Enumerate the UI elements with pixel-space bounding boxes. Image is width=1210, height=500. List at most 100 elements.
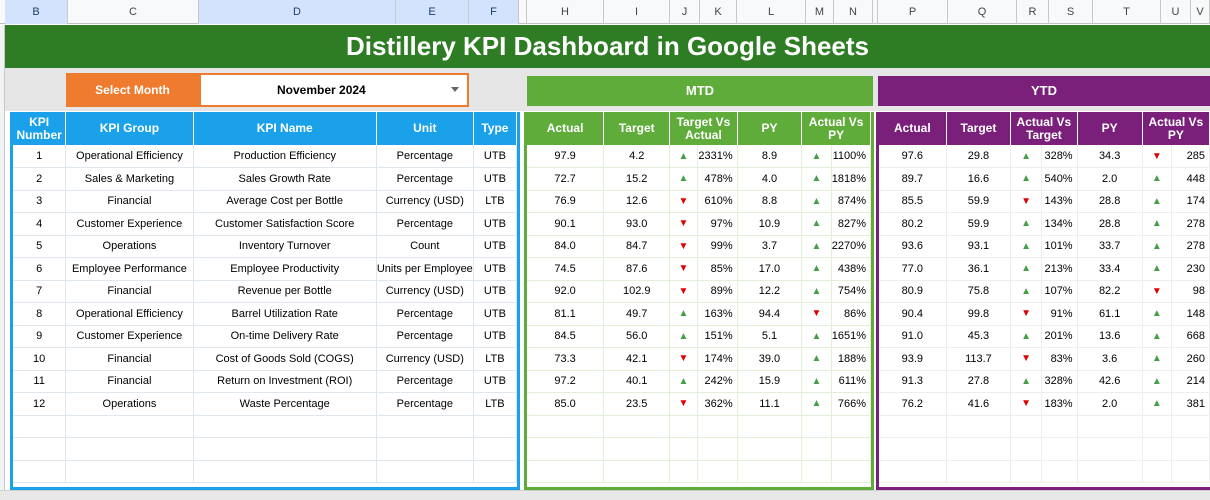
table-row[interactable]: 4 Customer Experience Customer Satisfactio… (13, 212, 517, 236)
ytd-actual-vs-target-cell[interactable]: 328% (1041, 370, 1078, 393)
unit-cell[interactable]: Percentage (376, 325, 474, 348)
kpi-number-cell[interactable]: 10 (13, 347, 67, 371)
ytd-target-cell[interactable]: 36.1 (946, 257, 1012, 281)
table-row[interactable]: 12 Operations Waste Percentage Percentage LT… (13, 392, 517, 416)
empty-cell[interactable] (65, 437, 194, 461)
header-mtd-target-vs-actual[interactable]: Target Vs Actual (669, 112, 738, 145)
ytd-py-cell[interactable]: 61.1 (1077, 302, 1143, 326)
mtd-actual-vs-py-cell[interactable]: 2270% (831, 235, 871, 258)
kpi-number-cell[interactable]: 11 (13, 370, 67, 393)
ytd-actual-cell[interactable]: 91.3 (879, 370, 947, 393)
mtd-target-vs-actual-cell[interactable]: 362% (697, 392, 738, 416)
mtd-py-cell[interactable]: 94.4 (737, 302, 803, 326)
type-cell[interactable]: UTB (473, 145, 517, 168)
column-header-hidden[interactable] (873, 0, 878, 24)
empty-cell[interactable] (376, 415, 474, 438)
mtd-py-cell[interactable]: 4.0 (737, 167, 803, 191)
ytd-actual-vs-py-cell[interactable]: 214 (1171, 370, 1210, 393)
mtd-py-cell[interactable]: 11.1 (737, 392, 803, 416)
header-kpi-group[interactable]: KPI Group (65, 112, 194, 145)
kpi-group-cell[interactable]: Financial (65, 347, 194, 371)
unit-cell[interactable]: Units per Employee (376, 257, 474, 281)
mtd-actual-vs-py-cell[interactable]: 188% (831, 347, 871, 371)
table-row[interactable]: 85.0 23.5 ▼ 362% 11.1 ▲ 766% (527, 392, 871, 416)
mtd-target-cell[interactable]: 23.5 (603, 392, 671, 416)
ytd-actual-cell[interactable]: 97.6 (879, 145, 947, 168)
ytd-actual-vs-target-cell[interactable]: 83% (1041, 347, 1078, 371)
empty-cell[interactable] (473, 460, 517, 483)
kpi-name-cell[interactable]: Sales Growth Rate (193, 167, 377, 191)
empty-cell[interactable] (65, 460, 194, 483)
header-type[interactable]: Type (473, 112, 517, 145)
mtd-actual-vs-py-cell[interactable]: 1100% (831, 145, 871, 168)
empty-cell[interactable] (65, 415, 194, 438)
mtd-target-vs-actual-cell[interactable]: 478% (697, 167, 738, 191)
empty-cell[interactable] (831, 460, 871, 483)
table-row[interactable]: 89.7 16.6 ▲ 540% 2.0 ▲ 448 (879, 167, 1210, 191)
table-row[interactable]: 90.1 93.0 ▼ 97% 10.9 ▲ 827% (527, 212, 871, 236)
unit-cell[interactable]: Count (376, 235, 474, 258)
column-header-l[interactable]: L (737, 0, 806, 24)
ytd-actual-vs-py-cell[interactable]: 381 (1171, 392, 1210, 416)
empty-cell[interactable] (1041, 437, 1078, 461)
kpi-number-cell[interactable]: 12 (13, 392, 67, 416)
ytd-actual-cell[interactable]: 80.2 (879, 212, 947, 236)
empty-cell[interactable] (1171, 415, 1210, 438)
column-header-e[interactable]: E (396, 0, 469, 24)
column-header-h[interactable]: H (527, 0, 604, 24)
mtd-actual-vs-py-cell[interactable]: 1651% (831, 325, 871, 348)
mtd-target-cell[interactable]: 102.9 (603, 280, 671, 303)
mtd-py-cell[interactable]: 12.2 (737, 280, 803, 303)
mtd-target-vs-actual-cell[interactable]: 85% (697, 257, 738, 281)
ytd-actual-vs-target-cell[interactable]: 143% (1041, 190, 1078, 213)
ytd-actual-vs-target-cell[interactable]: 183% (1041, 392, 1078, 416)
table-row[interactable]: 76.9 12.6 ▼ 610% 8.8 ▲ 874% (527, 190, 871, 213)
empty-cell[interactable] (879, 415, 947, 438)
column-header-hidden[interactable] (519, 0, 527, 24)
mtd-target-cell[interactable]: 56.0 (603, 325, 671, 348)
empty-cell[interactable] (697, 460, 738, 483)
empty-cell[interactable] (737, 460, 803, 483)
mtd-target-cell[interactable]: 4.2 (603, 145, 671, 168)
ytd-actual-vs-py-cell[interactable]: 278 (1171, 212, 1210, 236)
mtd-target-cell[interactable]: 87.6 (603, 257, 671, 281)
ytd-py-cell[interactable]: 33.4 (1077, 257, 1143, 281)
table-row[interactable]: 97.2 40.1 ▲ 242% 15.9 ▲ 611% (527, 370, 871, 393)
header-kpi-name[interactable]: KPI Name (193, 112, 377, 145)
ytd-actual-vs-target-cell[interactable]: 134% (1041, 212, 1078, 236)
empty-cell[interactable] (737, 437, 803, 461)
column-header-j[interactable]: J (670, 0, 700, 24)
empty-cell[interactable] (1077, 415, 1143, 438)
table-row[interactable]: 72.7 15.2 ▲ 478% 4.0 ▲ 1818% (527, 167, 871, 191)
unit-cell[interactable]: Percentage (376, 145, 474, 168)
empty-cell[interactable] (737, 415, 803, 438)
type-cell[interactable]: UTB (473, 212, 517, 236)
kpi-number-cell[interactable]: 5 (13, 235, 67, 258)
empty-cell[interactable] (473, 437, 517, 461)
empty-cell[interactable] (831, 437, 871, 461)
mtd-py-cell[interactable]: 39.0 (737, 347, 803, 371)
ytd-target-cell[interactable]: 29.8 (946, 145, 1012, 168)
ytd-py-cell[interactable]: 13.6 (1077, 325, 1143, 348)
mtd-py-cell[interactable]: 8.9 (737, 145, 803, 168)
unit-cell[interactable]: Percentage (376, 302, 474, 326)
table-row[interactable]: 1 Operational Efficiency Production Effici… (13, 145, 517, 168)
table-row[interactable]: 81.1 49.7 ▲ 163% 94.4 ▼ 86% (527, 302, 871, 326)
table-row[interactable]: 7 Financial Revenue per Bottle Currency (US… (13, 280, 517, 303)
empty-cell[interactable] (13, 437, 67, 461)
ytd-actual-cell[interactable]: 93.6 (879, 235, 947, 258)
mtd-actual-cell[interactable]: 90.1 (527, 212, 605, 236)
ytd-actual-vs-target-cell[interactable]: 107% (1041, 280, 1078, 303)
kpi-group-cell[interactable]: Operational Efficiency (65, 145, 194, 168)
empty-cell[interactable] (946, 437, 1012, 461)
table-row[interactable]: 93.6 93.1 ▲ 101% 33.7 ▲ 278 (879, 235, 1210, 258)
kpi-number-cell[interactable]: 3 (13, 190, 67, 213)
type-cell[interactable]: UTB (473, 235, 517, 258)
unit-cell[interactable]: Currency (USD) (376, 280, 474, 303)
column-header-p[interactable]: P (878, 0, 948, 24)
ytd-target-cell[interactable]: 93.1 (946, 235, 1012, 258)
ytd-actual-cell[interactable]: 89.7 (879, 167, 947, 191)
unit-cell[interactable]: Percentage (376, 167, 474, 191)
kpi-name-cell[interactable]: On-time Delivery Rate (193, 325, 377, 348)
mtd-py-cell[interactable]: 15.9 (737, 370, 803, 393)
